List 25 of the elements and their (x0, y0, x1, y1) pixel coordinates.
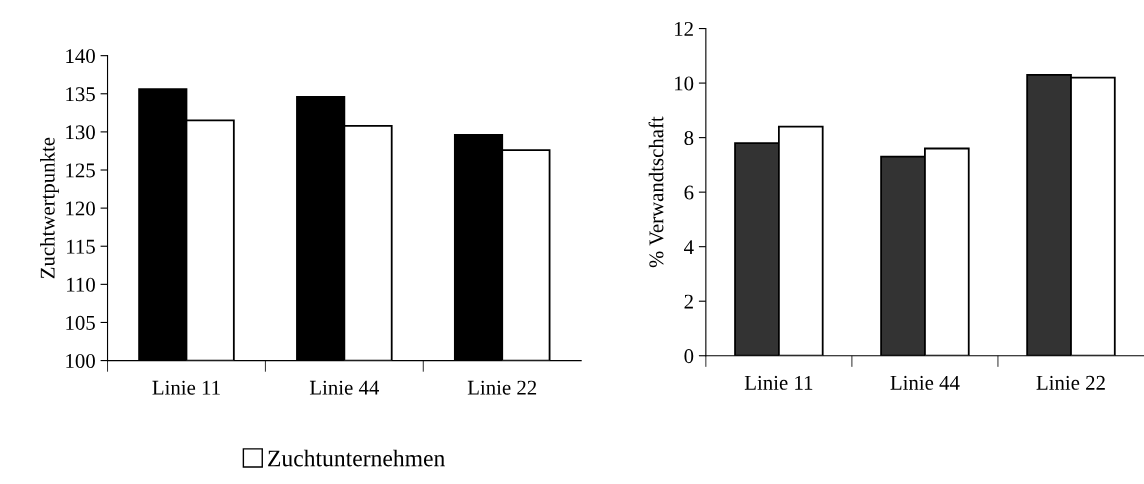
y-tick-label: 8 (684, 130, 694, 146)
y-tick-label: 115 (67, 239, 95, 254)
y-tick-label: 125 (66, 163, 95, 178)
y-tick-label: 0 (684, 349, 694, 364)
y-tick-label: 6 (684, 185, 694, 200)
x-tick-label: Linie 44 (890, 375, 960, 390)
y-tick-label: 10 (675, 76, 694, 91)
x-tick-label: Linie 44 (309, 380, 380, 395)
x-tick-label: Linie 22 (1036, 375, 1105, 390)
y-tick-label: 140 (66, 49, 95, 64)
y-tick-label: 105 (66, 315, 95, 330)
y-axis-title: % Verwandtschaft (648, 116, 664, 268)
y-tick-label: 12 (675, 21, 693, 36)
legend-label: Zuchtunternehmen (268, 449, 445, 467)
y-axis-title: Zuchtwertpunkte (40, 137, 59, 279)
y-tick-label: 120 (66, 201, 95, 216)
y-tick-label: 4 (684, 240, 694, 254)
y-tick-label: 100 (66, 353, 95, 369)
y-tick-label: 2 (684, 294, 693, 309)
x-tick-label: Linie 22 (467, 380, 537, 395)
y-tick-label: 135 (66, 87, 95, 102)
y-tick-label: 110 (67, 277, 95, 292)
y-tick-label: 130 (66, 125, 95, 140)
x-tick-label: Linie 11 (744, 375, 813, 390)
x-tick-label: Linie 11 (152, 380, 220, 395)
